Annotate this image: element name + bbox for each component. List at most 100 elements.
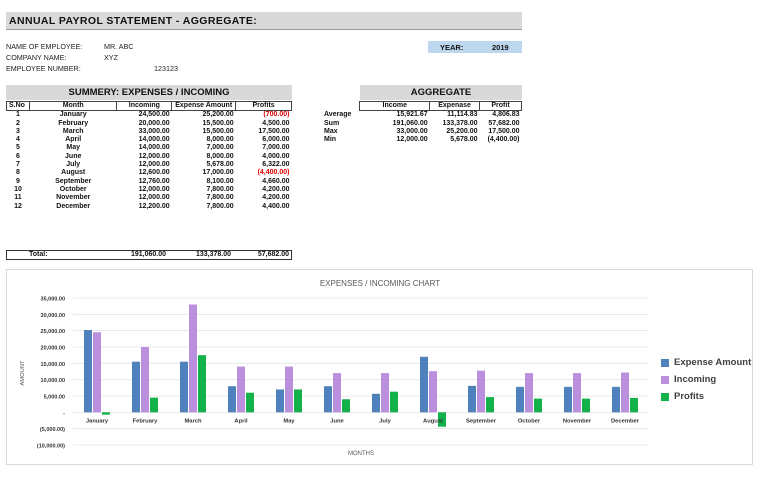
bar-profits <box>630 397 638 413</box>
agg-income-cell: 191,060.00 <box>392 119 428 127</box>
legend-item: Profits <box>661 388 751 405</box>
col-header-expense: Expense Amount <box>171 100 237 112</box>
legend-item: Expense Amount <box>661 354 751 371</box>
legend-swatch <box>661 375 669 384</box>
employee-name-label: NAME OF EMPLOYEE: <box>6 42 83 51</box>
table-row: 1 January 24,500.00 25,200.00 (700.00) <box>7 111 292 120</box>
total-expense: 133,378.00 <box>195 251 231 258</box>
y-tick-label: (5,000.00) <box>40 427 65 433</box>
col-header-month: Month <box>28 100 118 112</box>
expense-cell: 8,000.00 <box>206 152 234 160</box>
agg-header-expense: Expenase <box>429 100 481 112</box>
bar-incoming <box>525 373 533 413</box>
y-tick-label: 5,000.00 <box>44 395 65 401</box>
sno-cell: 12 <box>14 202 22 210</box>
legend-label: Incoming <box>674 374 717 385</box>
agg-label-cell: Min <box>324 136 337 144</box>
month-cell: May <box>66 144 81 152</box>
sno-cell: 3 <box>16 127 20 135</box>
table-row: 10 October 12,000.00 7,800.00 4,200.00 <box>7 186 292 194</box>
profit-cell: 6,322.00 <box>262 161 290 169</box>
month-cell: January <box>59 111 87 119</box>
x-tick-label: February <box>133 418 159 424</box>
aggregate-row: Sum 191,060.00 133,378.00 57,682.00 <box>322 120 522 128</box>
bar-incoming <box>333 373 341 413</box>
total-row: Total: 191,060.00 133,378.00 57,682.00 <box>6 250 292 260</box>
sno-cell: 7 <box>16 161 20 169</box>
bar-profits <box>486 397 494 413</box>
sno-cell: 9 <box>16 177 20 185</box>
agg-expense-cell: 25,200.00 <box>446 127 478 135</box>
y-tick-label: 35,000.00 <box>41 297 65 303</box>
bar-expense-amount <box>132 361 140 413</box>
x-tick-label: July <box>379 418 391 424</box>
bar-incoming <box>621 372 629 413</box>
sno-cell: 4 <box>16 136 20 144</box>
col-header-profits: Profits <box>235 100 292 112</box>
expense-cell: 25,200.00 <box>202 111 234 119</box>
legend-swatch <box>661 392 669 401</box>
year-value: 2019 <box>492 43 509 52</box>
agg-header-income: Income <box>359 100 431 112</box>
aggregate-table: Income Expenase Profit Average 15,921.67 1… <box>322 100 522 144</box>
sno-cell: 1 <box>16 111 20 119</box>
bar-profits <box>102 412 110 415</box>
month-cell: November <box>56 194 91 202</box>
expense-cell: 7,800.00 <box>206 194 234 202</box>
x-tick-label: January <box>86 418 109 424</box>
month-cell: September <box>55 177 92 185</box>
month-cell: December <box>56 202 91 210</box>
profit-cell: (4,400.00) <box>257 169 290 177</box>
expense-cell: 17,000.00 <box>202 169 234 177</box>
profit-cell: (700.00) <box>263 111 290 119</box>
bar-expense-amount <box>612 386 620 413</box>
bar-expense-amount <box>84 330 92 413</box>
expense-cell: 7,800.00 <box>206 185 234 193</box>
x-tick-label: April <box>234 418 248 424</box>
expense-cell: 5,678.00 <box>206 161 234 169</box>
col-header-sno: S.No <box>6 100 30 112</box>
bar-expense-amount <box>180 361 188 413</box>
sno-cell: 2 <box>16 119 20 127</box>
month-cell: February <box>58 119 89 127</box>
agg-income-cell: 12,000.00 <box>396 136 428 144</box>
expense-cell: 8,000.00 <box>206 136 234 144</box>
total-label: Total: <box>29 251 48 258</box>
year-label: YEAR: <box>440 43 464 52</box>
sno-cell: 10 <box>14 185 22 193</box>
x-tick-label: August <box>423 418 443 424</box>
summary-title: SUMMERY: EXPENSES / INCOMING <box>6 85 292 100</box>
month-cell: August <box>61 169 86 177</box>
month-cell: June <box>65 152 82 160</box>
bar-incoming <box>285 366 293 413</box>
incoming-cell: 24,500.00 <box>138 111 170 119</box>
y-tick-label: (10,000.00) <box>37 444 65 450</box>
incoming-cell: 12,000.00 <box>138 185 170 193</box>
bar-incoming <box>93 332 101 413</box>
bar-incoming <box>381 373 389 413</box>
y-tick-label: 25,000.00 <box>41 329 65 335</box>
bar-expense-amount <box>420 356 428 413</box>
legend-label: Expense Amount <box>674 357 752 368</box>
year-box: YEAR: 2019 <box>428 41 522 53</box>
expense-cell: 7,000.00 <box>206 144 234 152</box>
x-tick-label: December <box>611 418 640 424</box>
incoming-cell: 12,600.00 <box>138 169 170 177</box>
x-axis-label: MONTHS <box>348 451 374 457</box>
profit-cell: 4,400.00 <box>262 202 290 210</box>
incoming-cell: 33,000.00 <box>138 127 170 135</box>
x-tick-label: May <box>283 418 295 424</box>
profit-cell: 4,200.00 <box>262 194 290 202</box>
incoming-cell: 12,200.00 <box>138 202 170 210</box>
total-incoming: 191,060.00 <box>130 251 166 258</box>
profit-cell: 17,500.00 <box>258 127 290 135</box>
bar-profits <box>390 391 398 413</box>
expense-cell: 15,500.00 <box>202 127 234 135</box>
sno-cell: 5 <box>16 144 20 152</box>
bar-profits <box>534 398 542 413</box>
agg-expense-cell: 133,378.00 <box>442 119 478 127</box>
profit-cell: 4,200.00 <box>262 185 290 193</box>
incoming-cell: 12,000.00 <box>138 194 170 202</box>
bar-expense-amount <box>372 393 380 413</box>
agg-label-cell: Max <box>324 127 338 135</box>
